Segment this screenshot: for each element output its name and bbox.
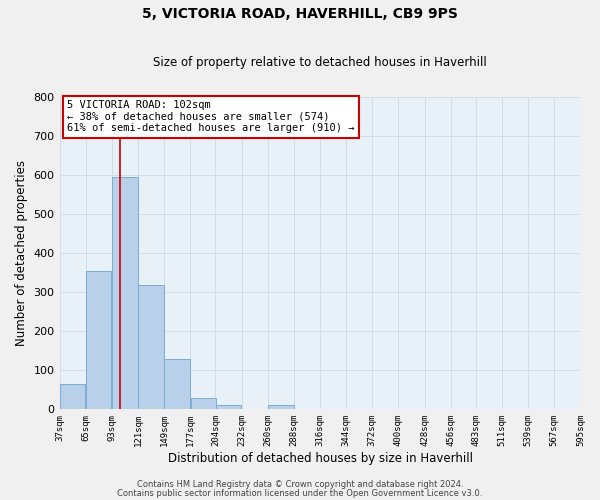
Text: 5, VICTORIA ROAD, HAVERHILL, CB9 9PS: 5, VICTORIA ROAD, HAVERHILL, CB9 9PS bbox=[142, 8, 458, 22]
Bar bbox=[164, 358, 190, 410]
Bar bbox=[112, 177, 137, 410]
Bar bbox=[268, 406, 293, 409]
Text: Contains HM Land Registry data © Crown copyright and database right 2024.: Contains HM Land Registry data © Crown c… bbox=[137, 480, 463, 489]
X-axis label: Distribution of detached houses by size in Haverhill: Distribution of detached houses by size … bbox=[167, 452, 473, 465]
Bar bbox=[60, 384, 85, 409]
Text: Contains public sector information licensed under the Open Government Licence v3: Contains public sector information licen… bbox=[118, 489, 482, 498]
Bar bbox=[86, 271, 112, 409]
Text: 5 VICTORIA ROAD: 102sqm
← 38% of detached houses are smaller (574)
61% of semi-d: 5 VICTORIA ROAD: 102sqm ← 38% of detache… bbox=[67, 100, 355, 134]
Bar bbox=[216, 406, 241, 409]
Bar bbox=[139, 285, 164, 410]
Bar bbox=[191, 398, 216, 409]
Title: Size of property relative to detached houses in Haverhill: Size of property relative to detached ho… bbox=[153, 56, 487, 70]
Y-axis label: Number of detached properties: Number of detached properties bbox=[15, 160, 28, 346]
